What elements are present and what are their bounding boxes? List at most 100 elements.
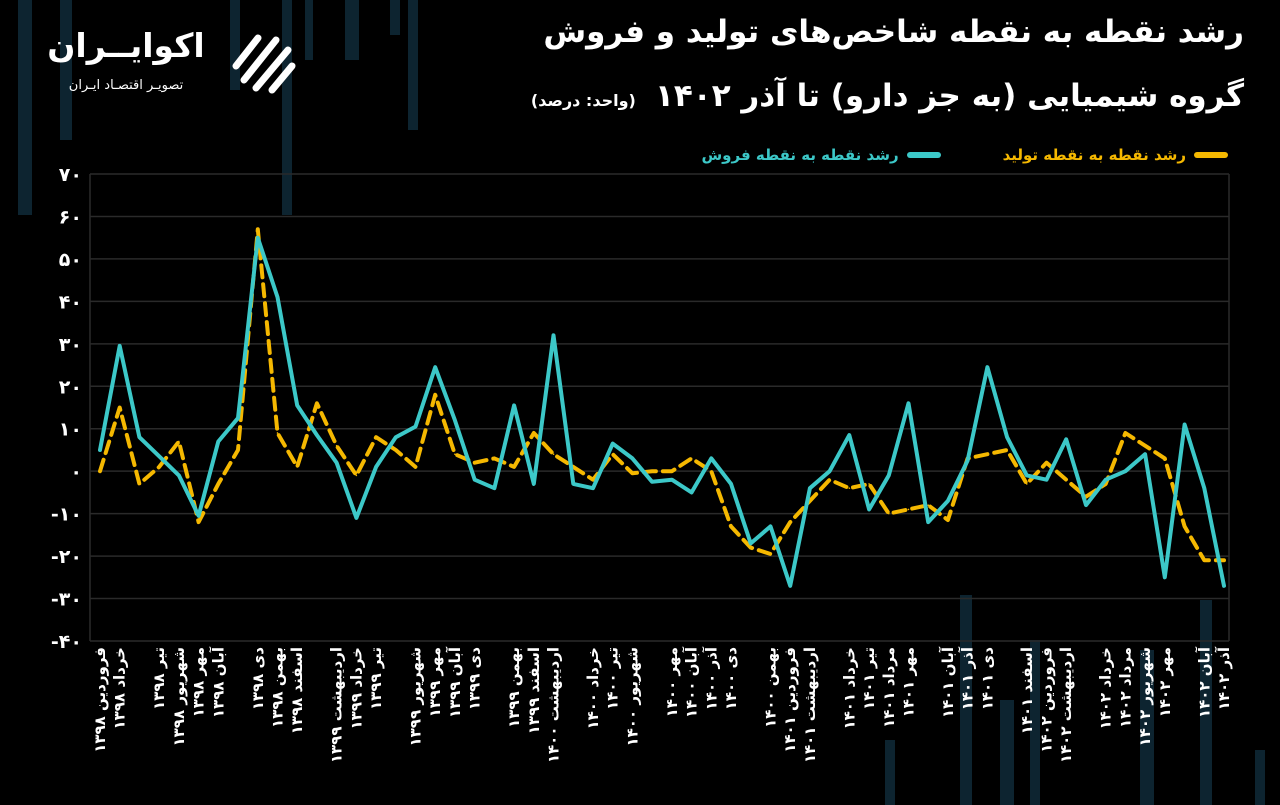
x-tick-label: تیر ۱۴۰۱ (860, 647, 878, 710)
sales-point (1144, 453, 1146, 456)
sales-point (296, 404, 298, 407)
ecoiran-logo-icon (232, 34, 296, 94)
production-point (1183, 525, 1186, 528)
production-point (493, 457, 496, 460)
x-tick-label: اردیبهشت ۱۳۹۹ (328, 647, 346, 763)
y-tick-label: ۰ (70, 461, 82, 483)
x-tick-label: آبان ۱۳۹۹ (446, 646, 464, 718)
production-point (138, 483, 141, 485)
production-point (1065, 478, 1068, 481)
production-point (828, 478, 831, 481)
production-point (197, 521, 200, 523)
sales-point (1223, 585, 1225, 587)
sales-point (789, 585, 791, 587)
decor-bar-12 (1255, 750, 1265, 805)
decor-bar-8 (960, 595, 972, 805)
sales-point (651, 480, 653, 483)
sales-point (414, 425, 417, 428)
x-tick-label: فروردین ۱۴۰۲ (1038, 647, 1056, 753)
production-point (1104, 483, 1107, 485)
x-tick-label: آذر ۱۴۰۰ (702, 646, 720, 710)
x-tick-label: تیر ۱۳۹۹ (367, 647, 385, 710)
sales-point (887, 474, 890, 477)
y-tick-label: -۲۰ (51, 546, 82, 568)
x-tick-label: خرداد ۱۴۰۰ (584, 647, 602, 730)
x-tick-label: مهر ۱۴۰۲ (1156, 647, 1174, 717)
production-point (178, 440, 180, 443)
production-point (848, 487, 851, 489)
decor-bar-3 (282, 0, 292, 215)
sales-point (1164, 576, 1166, 579)
production-point (552, 453, 555, 456)
sales-point (99, 449, 101, 451)
x-tick-label: بهمن ۱۳۹۹ (505, 647, 523, 728)
sales-point (118, 345, 121, 347)
y-tick-label: -۳۰ (51, 589, 82, 611)
unit-label: (واحد: درصد) (530, 91, 636, 110)
production-point (434, 393, 437, 396)
sales-point (828, 470, 831, 472)
decor-bar-1 (60, 0, 72, 140)
sales-point (434, 366, 437, 368)
decor-bar-2 (230, 0, 240, 90)
production-point (158, 466, 160, 468)
sales-point (592, 487, 594, 489)
x-tick-label: خرداد ۱۳۹۸ (111, 647, 129, 730)
x-tick-label: دی ۱۳۹۸ (249, 647, 267, 711)
y-tick-label: ۲۰ (59, 376, 82, 398)
sales-point (178, 474, 180, 477)
production-point (749, 546, 752, 549)
production-point (316, 402, 318, 405)
sales-point (552, 334, 555, 337)
series-0 (98, 227, 1226, 563)
production-point (217, 483, 220, 485)
sales-point (493, 487, 496, 489)
production-point (335, 444, 338, 447)
x-tick-label: آبان ۱۳۹۸ (209, 646, 227, 718)
x-tick-label: خرداد ۱۳۹۹ (347, 647, 365, 730)
y-tick-label: ۱۰ (59, 419, 82, 441)
decor-bar-10 (1030, 640, 1040, 805)
decor-bar-14 (1140, 650, 1154, 805)
production-point (99, 470, 101, 472)
y-tick-label: ۳۰ (59, 334, 82, 356)
x-tick-label: اسفند ۱۳۹۹ (525, 647, 543, 734)
chart-subtitle: گروه شیمیایی (به جز دارو) تا آذر ۱۴۰۲ (654, 78, 1244, 114)
production-point (592, 478, 594, 481)
sales-point (966, 459, 969, 462)
y-tick-label: ۷۰ (59, 164, 82, 186)
decor-bar-9 (1000, 700, 1014, 805)
sales-point (1065, 438, 1068, 441)
production-point (789, 521, 791, 523)
legend-swatch-sales (906, 152, 941, 158)
sales-point (769, 525, 772, 528)
production-point (809, 500, 811, 502)
sales-point (1203, 487, 1206, 489)
production-point (473, 461, 476, 464)
sales-point (375, 466, 377, 468)
production-point (947, 519, 949, 521)
brand-tagline: تصویـر اقتصـاد ایـران (68, 78, 184, 93)
x-tick-label: دی ۱۳۹۹ (466, 647, 484, 711)
legend-item-production: رشد نقطه به نقطه تولید (1003, 146, 1228, 164)
y-tick-label: -۴۰ (51, 631, 82, 653)
production-point (907, 508, 910, 511)
production-point (769, 553, 772, 555)
decor-bar-0 (18, 0, 32, 215)
production-point (1006, 449, 1008, 451)
x-tick-label: دی ۱۴۰۰ (722, 647, 740, 711)
sales-point (1006, 436, 1008, 439)
x-tick-label: اردیبهشت ۱۴۰۲ (1057, 647, 1075, 763)
x-tick-label: بهمن ۱۳۹۸ (268, 647, 286, 728)
x-tick-label: آبان ۱۴۰۰ (683, 646, 701, 718)
sales-point (217, 440, 220, 443)
sales-line (98, 235, 1226, 588)
sales-point (256, 236, 259, 239)
legend-item-sales: رشد نقطه به نقطه فروش (701, 146, 941, 164)
sales-point (473, 478, 476, 481)
sales-point (276, 296, 279, 298)
sales-point (316, 434, 318, 436)
sales-point (394, 436, 397, 439)
sales-point (533, 483, 535, 485)
